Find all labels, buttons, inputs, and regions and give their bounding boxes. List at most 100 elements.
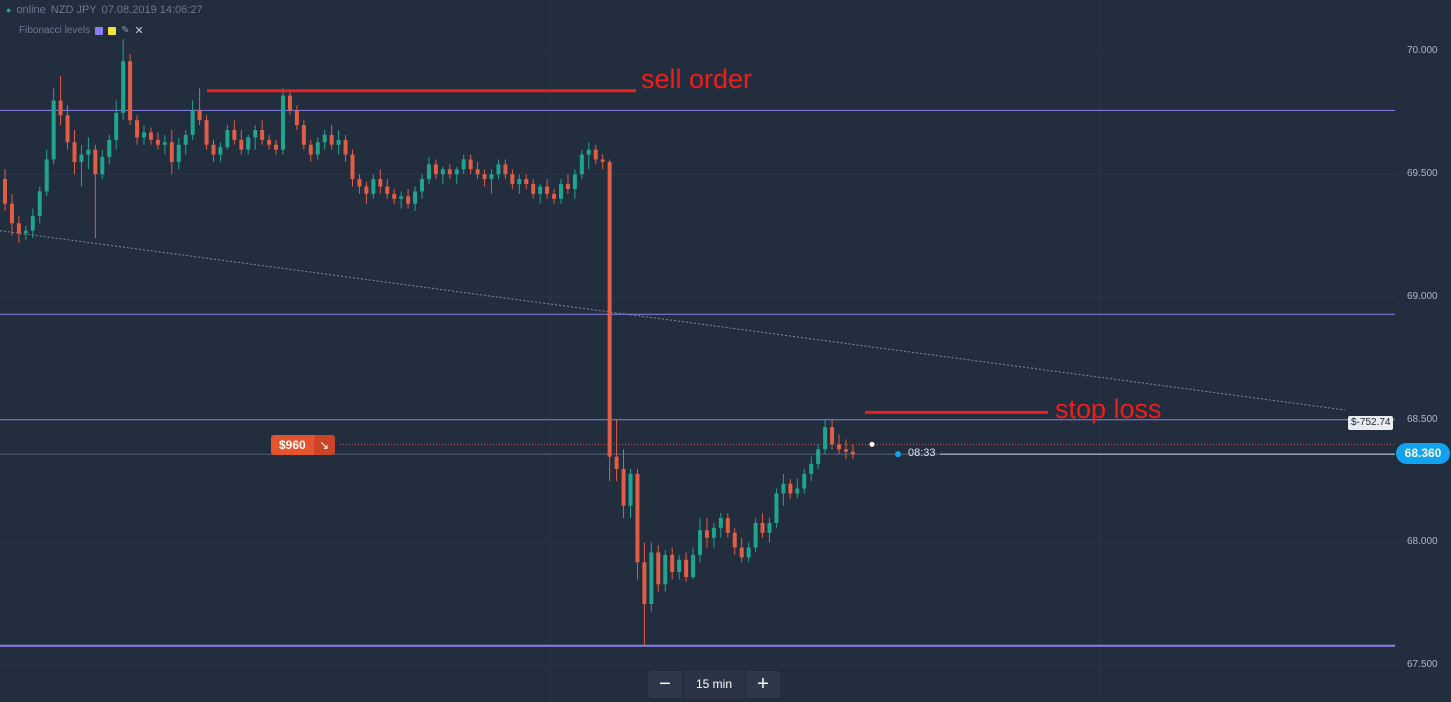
candle-body <box>656 552 661 585</box>
candle-body <box>329 134 334 145</box>
candle-body <box>468 159 473 170</box>
candle-body <box>677 559 682 573</box>
candle-body <box>621 468 626 506</box>
candle-body <box>399 196 404 199</box>
candle-body <box>725 518 730 533</box>
zoom-in-button[interactable]: + <box>757 673 769 695</box>
candle-body <box>718 518 723 528</box>
candle-body <box>294 110 299 126</box>
candle-body <box>16 223 21 234</box>
candle-body <box>628 473 633 506</box>
candle-body <box>454 169 459 175</box>
candle-body <box>58 100 63 116</box>
close-icon[interactable]: ✕ <box>134 25 144 37</box>
trend-line <box>0 230 1346 411</box>
candle-body <box>169 142 174 162</box>
candle-body <box>823 427 828 450</box>
candle-body <box>607 161 612 457</box>
candle-body <box>732 532 737 548</box>
asset-pair: NZD JPY <box>50 4 97 16</box>
timeframe-label[interactable]: 15 min <box>682 671 746 698</box>
candle-body <box>642 562 647 604</box>
candle-body <box>315 142 320 155</box>
candle-body <box>30 215 35 231</box>
zoom-out-button[interactable]: − <box>659 673 671 695</box>
candle-body <box>9 203 14 224</box>
position-amount: $960 <box>271 435 314 455</box>
candle-body <box>816 449 821 465</box>
candle-body <box>267 139 272 145</box>
candle-body <box>148 132 153 140</box>
candle-body <box>552 193 557 199</box>
candle-body <box>774 493 779 523</box>
candle-body <box>190 110 195 135</box>
candle-body <box>336 139 341 145</box>
timeframe-control: − 15 min + <box>648 671 780 698</box>
candle-body <box>72 142 77 162</box>
candle-body <box>322 134 327 143</box>
sell-order-annotation: sell order <box>641 64 753 94</box>
candle-body <box>524 179 529 185</box>
candle-body <box>635 473 640 563</box>
candle-body <box>795 488 800 494</box>
candle-body <box>691 554 696 577</box>
candle-body <box>37 191 42 216</box>
candle-body <box>545 186 550 194</box>
candle-body <box>711 527 716 538</box>
fibonacci-color-yellow[interactable] <box>108 26 117 35</box>
candle-body <box>843 449 848 452</box>
candle-body <box>225 129 230 148</box>
price-axis-label: 68.000 <box>1407 536 1438 547</box>
candle-body <box>100 157 105 175</box>
candle-body <box>413 191 418 204</box>
candle-body <box>65 115 70 143</box>
candle-body <box>788 483 793 494</box>
candle-body <box>392 193 397 199</box>
online-status-icon: ● <box>6 5 12 15</box>
candle-body <box>371 179 376 194</box>
candle-body <box>301 125 306 145</box>
candle-body <box>489 174 494 180</box>
candle-body <box>162 142 167 145</box>
candle-body <box>517 179 522 185</box>
candle-body <box>23 230 28 234</box>
candle-body <box>475 169 480 175</box>
candle-body <box>809 464 814 474</box>
candle-body <box>440 169 445 175</box>
candle-body <box>281 95 285 150</box>
candle-body <box>420 179 424 192</box>
candle-body <box>531 184 536 194</box>
candle-body <box>593 149 598 160</box>
current-price-dot <box>895 451 901 458</box>
candle-body <box>781 483 786 494</box>
candle-body <box>614 456 619 469</box>
candle-body <box>586 149 591 155</box>
open-position-badge[interactable]: $960 ↘ <box>271 435 335 455</box>
entry-point-dot <box>869 441 875 447</box>
fibonacci-indicator: Fibonacci levels ✎ ✕ <box>19 24 144 37</box>
candle-body <box>698 530 702 555</box>
candle-body <box>670 554 675 573</box>
candle-body <box>426 164 431 180</box>
candle-body <box>461 159 466 170</box>
candle-body <box>155 139 160 145</box>
pnl-label: $-752.74 <box>1348 416 1394 430</box>
candle-body <box>406 196 411 204</box>
price-axis-label: 68.500 <box>1407 414 1438 425</box>
candle-body <box>572 174 577 189</box>
candle-body <box>447 169 452 175</box>
price-axis-label: 67.500 <box>1407 659 1438 670</box>
candle-body <box>239 139 244 150</box>
fibonacci-color-purple[interactable] <box>95 26 104 35</box>
candle-body <box>350 154 355 180</box>
candle-body <box>218 147 223 155</box>
pencil-icon[interactable]: ✎ <box>121 25 130 36</box>
candle-body <box>753 522 758 548</box>
candle-body <box>850 451 855 455</box>
chart-datetime: 07.08.2019 14:06:27 <box>101 4 203 16</box>
candle-body <box>760 522 765 533</box>
candle-body <box>128 61 133 121</box>
candle-body <box>142 132 146 138</box>
status-text: online <box>16 4 46 16</box>
